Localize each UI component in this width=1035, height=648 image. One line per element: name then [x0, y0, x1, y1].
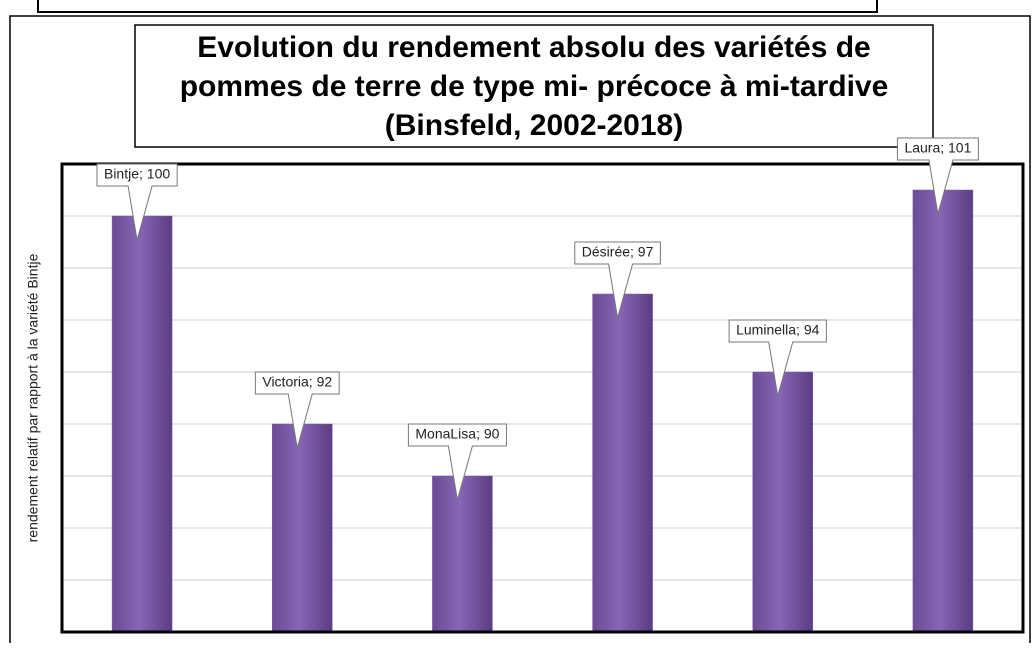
data-label: Bintje; 100	[104, 166, 170, 182]
chart-title: (Binsfeld, 2002-2018)	[385, 109, 683, 142]
callout	[407, 423, 507, 501]
plot-border	[60, 162, 1025, 634]
plot	[62, 189, 1023, 633]
data-labels: Bintje; 100 Victoria; 92 MonaLisa; 90 Désir…	[96, 137, 979, 501]
data-label: Luminella; 94	[736, 322, 819, 338]
bar	[752, 371, 813, 633]
callout	[728, 319, 827, 397]
y-axis-label: rendement relatif par rapport à la varié…	[25, 253, 41, 542]
bar	[912, 189, 974, 633]
title-box	[134, 24, 934, 148]
bar	[272, 423, 333, 633]
chart-title: pommes de terre de type mi- précoce à mi…	[180, 70, 889, 103]
callout	[96, 163, 178, 241]
callout	[254, 371, 340, 449]
data-label: MonaLisa; 90	[415, 426, 499, 442]
chart-title: Evolution du rendement absolu des variét…	[197, 31, 871, 64]
callout	[896, 137, 979, 215]
data-label: Laura; 101	[904, 140, 971, 156]
bar	[592, 293, 653, 633]
callout	[574, 241, 661, 319]
bar	[111, 215, 173, 633]
data-label: Victoria; 92	[262, 374, 332, 390]
bar	[432, 475, 493, 633]
data-label: Désirée; 97	[582, 244, 654, 260]
top-box	[37, 0, 878, 13]
